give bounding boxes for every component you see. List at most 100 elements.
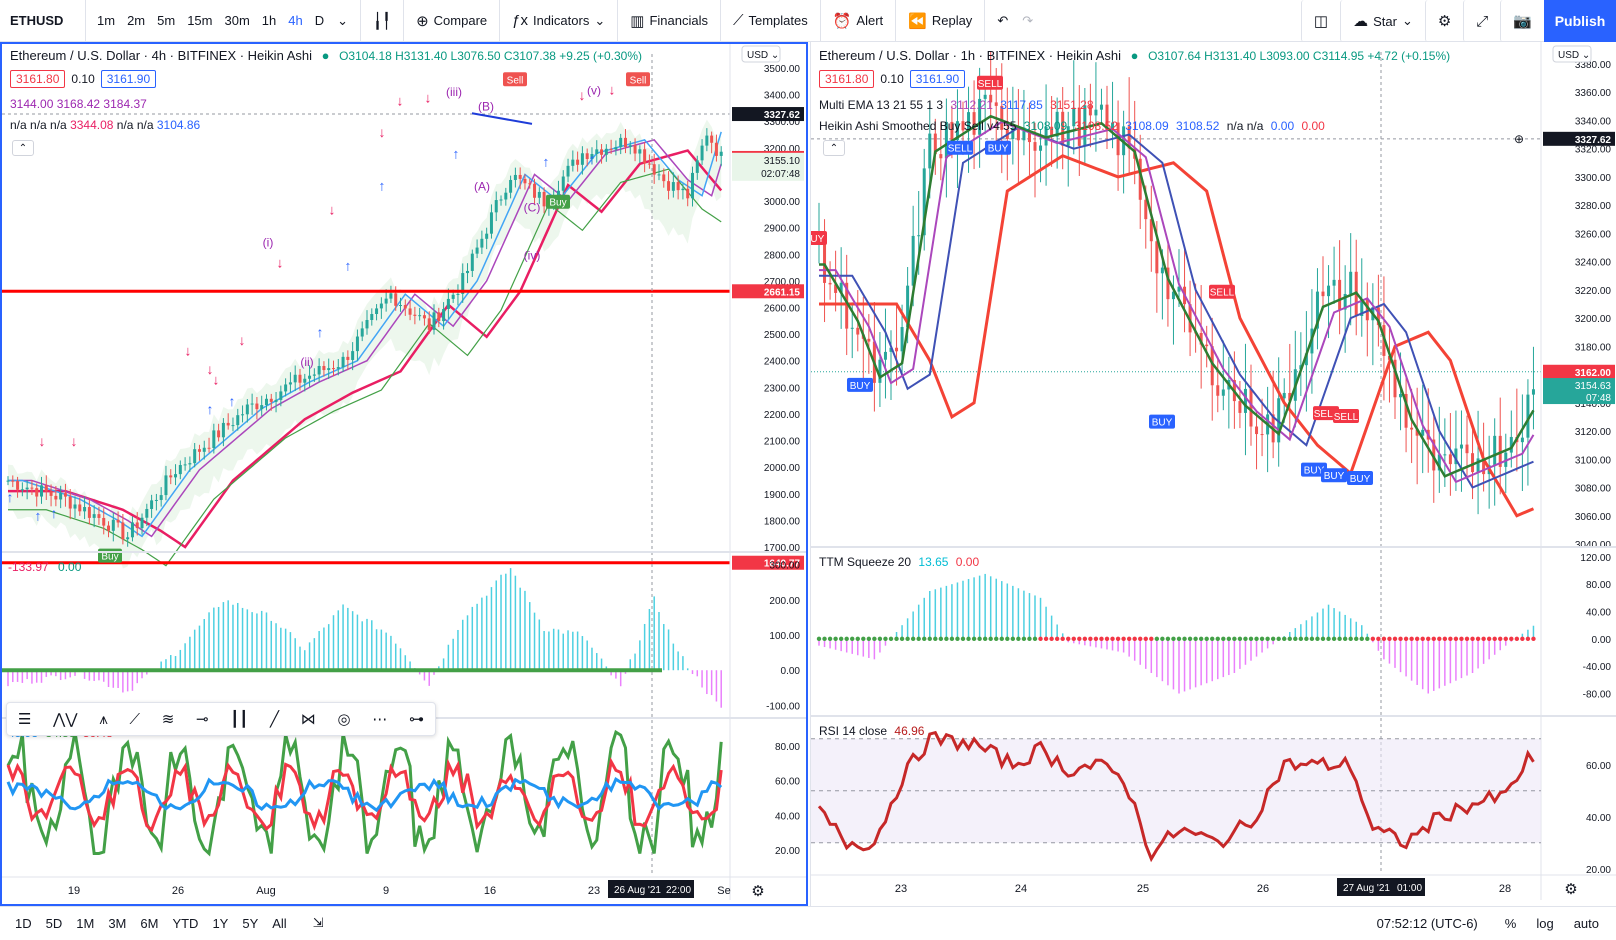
signal-label: SELL <box>1210 288 1235 299</box>
range-5d[interactable]: 5D <box>45 915 63 931</box>
parallel-channel-icon[interactable]: ≋ <box>161 711 175 728</box>
price-tag-label: 3327.62 <box>1575 135 1612 146</box>
price-tick: 2700.00 <box>764 277 801 288</box>
templates-button[interactable]: ⟋ Templates <box>727 8 814 33</box>
candle-body <box>1282 392 1286 399</box>
time-tag <box>1337 878 1425 896</box>
interval-1m[interactable]: 1m <box>97 13 116 28</box>
left-chart-canvas[interactable]: (iii) (B) (v) (i) (ii) (A) (C) (iv) Sell Sell Buy B… <box>2 44 806 904</box>
interval-15m[interactable]: 15m <box>187 13 213 28</box>
percent-toggle[interactable]: % <box>1504 916 1517 931</box>
candle-body <box>274 399 278 402</box>
candle-tool-icon[interactable]: ┃┃ <box>230 711 249 728</box>
interval-30m[interactable]: 30m <box>224 13 250 28</box>
alert-button[interactable]: ⏰ Alert <box>827 8 889 34</box>
indicators-button[interactable]: ƒx Indicators ⌄ <box>506 8 611 33</box>
auto-toggle[interactable]: auto <box>1573 916 1599 931</box>
bar-chart-type-button[interactable]: ╽╿ <box>367 8 397 34</box>
candle-body <box>513 174 517 180</box>
publish-button[interactable]: Publish <box>1544 0 1616 42</box>
symbol-search[interactable]: ETHUSD <box>0 0 86 42</box>
candle-body <box>533 183 537 198</box>
undo-button[interactable]: ↶ <box>991 9 1014 33</box>
osc-tick: -100.00 <box>766 701 800 712</box>
horizontal-ray-icon[interactable]: ⊸ <box>195 711 209 728</box>
right-chart-canvas[interactable]: SELLSELLBUYBUYBUYSELLBUYSELLSELLBUYBUYBU… <box>811 42 1616 906</box>
squeeze-dot <box>1021 636 1027 642</box>
squeeze-dot <box>1298 636 1304 642</box>
ruler-icon[interactable]: ⊶ <box>408 711 424 728</box>
squeeze-dot <box>850 636 855 642</box>
star-button[interactable]: ☁ Star ⌄ <box>1340 0 1425 42</box>
range-6m[interactable]: 6M <box>140 915 159 931</box>
candle-body <box>193 449 197 464</box>
snapshot-button[interactable]: 📷 <box>1500 0 1544 42</box>
candle-body <box>107 525 111 531</box>
squeeze-dot <box>1531 636 1536 642</box>
date-range-button[interactable]: ⇲ <box>306 912 331 934</box>
wave-label: (v) <box>587 84 601 98</box>
candle-body <box>1465 444 1469 454</box>
buy-price-box[interactable]: 3161.90 <box>100 70 157 88</box>
range-1y[interactable]: 1Y <box>212 915 229 931</box>
horizontal-lines-icon[interactable]: ☰ <box>17 711 32 728</box>
signal-label: Buy <box>101 552 118 563</box>
candle-body <box>250 403 254 405</box>
wave-label: (A) <box>474 179 490 193</box>
interval-5m[interactable]: 5m <box>157 13 176 28</box>
interval-dropdown-icon[interactable]: ⌄ <box>337 12 349 28</box>
ha-na: n/a n/a <box>1226 119 1264 133</box>
collapse-legend-button[interactable]: ⌃ <box>12 140 34 156</box>
squeeze-dot <box>1054 636 1060 642</box>
range-all[interactable]: All <box>272 915 287 931</box>
range-3m[interactable]: 3M <box>108 915 127 931</box>
redo-button[interactable]: ↷ <box>1016 9 1039 33</box>
trend-line-icon[interactable]: ⟋ <box>129 710 140 728</box>
pattern-icon[interactable]: ⋈ <box>300 711 316 728</box>
elliott-wave-icon[interactable]: ⋀⋁ <box>53 711 78 728</box>
chart-type-group: ╽╿ <box>361 0 405 42</box>
sell-price-box[interactable]: 3161.80 <box>819 70 875 88</box>
range-1m[interactable]: 1M <box>76 915 95 931</box>
osc-tick: 100.00 <box>769 631 800 642</box>
right-ohlc: O3107.64 H3131.40 L3093.00 C3114.95 +4.7… <box>1148 49 1451 63</box>
time-label: Se <box>717 885 730 897</box>
sell-price-box[interactable]: 3161.80 <box>10 70 66 88</box>
layout-button[interactable]: ◫ <box>1300 0 1340 42</box>
range-ytd[interactable]: YTD <box>172 915 199 931</box>
replay-button[interactable]: ⏪ Replay <box>902 8 978 34</box>
interval-2m[interactable]: 2m <box>127 13 146 28</box>
abc-wave-icon[interactable]: ⩚ <box>99 710 108 728</box>
log-toggle[interactable]: log <box>1536 916 1554 931</box>
interval-4h[interactable]: 4h <box>288 13 303 28</box>
squeeze-dot <box>949 636 955 642</box>
buy-price-box[interactable]: 3161.90 <box>909 70 966 88</box>
range-1d[interactable]: 1D <box>15 915 32 931</box>
left-osc-legend: -133.97 0.00 <box>8 560 81 574</box>
financials-button[interactable]: ▥ Financials <box>624 8 714 34</box>
price-tag <box>732 555 804 570</box>
squeeze-dot <box>827 636 833 642</box>
measure-icon[interactable]: ⋯ <box>372 711 388 728</box>
sell-arrow-icon: ↓ <box>329 201 336 217</box>
sell-arrow-icon: ↓ <box>39 433 46 449</box>
price-tick: 3040.00 <box>1575 540 1612 551</box>
time-tag-label: 22:00 <box>666 885 691 896</box>
range-5y[interactable]: 5Y <box>242 915 259 931</box>
line-tool-icon[interactable]: ╱ <box>270 711 280 728</box>
target-icon[interactable]: ◎ <box>337 711 351 728</box>
fullscreen-button[interactable]: ⤢ <box>1463 0 1500 42</box>
candle-body <box>1410 427 1414 430</box>
wave-label: (C) <box>524 201 541 215</box>
signal-label: SELL <box>1314 409 1339 420</box>
collapse-legend-button[interactable]: ⌃ <box>823 140 845 156</box>
interval-D[interactable]: D <box>314 13 325 28</box>
sell-arrow-icon: ↓ <box>185 342 192 358</box>
settings-button[interactable]: ⚙ <box>1424 0 1463 42</box>
compare-button[interactable]: ⊕ Compare <box>410 8 493 34</box>
price-axis-bg <box>730 44 806 874</box>
candle-body <box>1210 346 1214 386</box>
candle-body <box>576 159 580 165</box>
interval-1h[interactable]: 1h <box>261 13 277 28</box>
candle-body <box>566 165 570 177</box>
